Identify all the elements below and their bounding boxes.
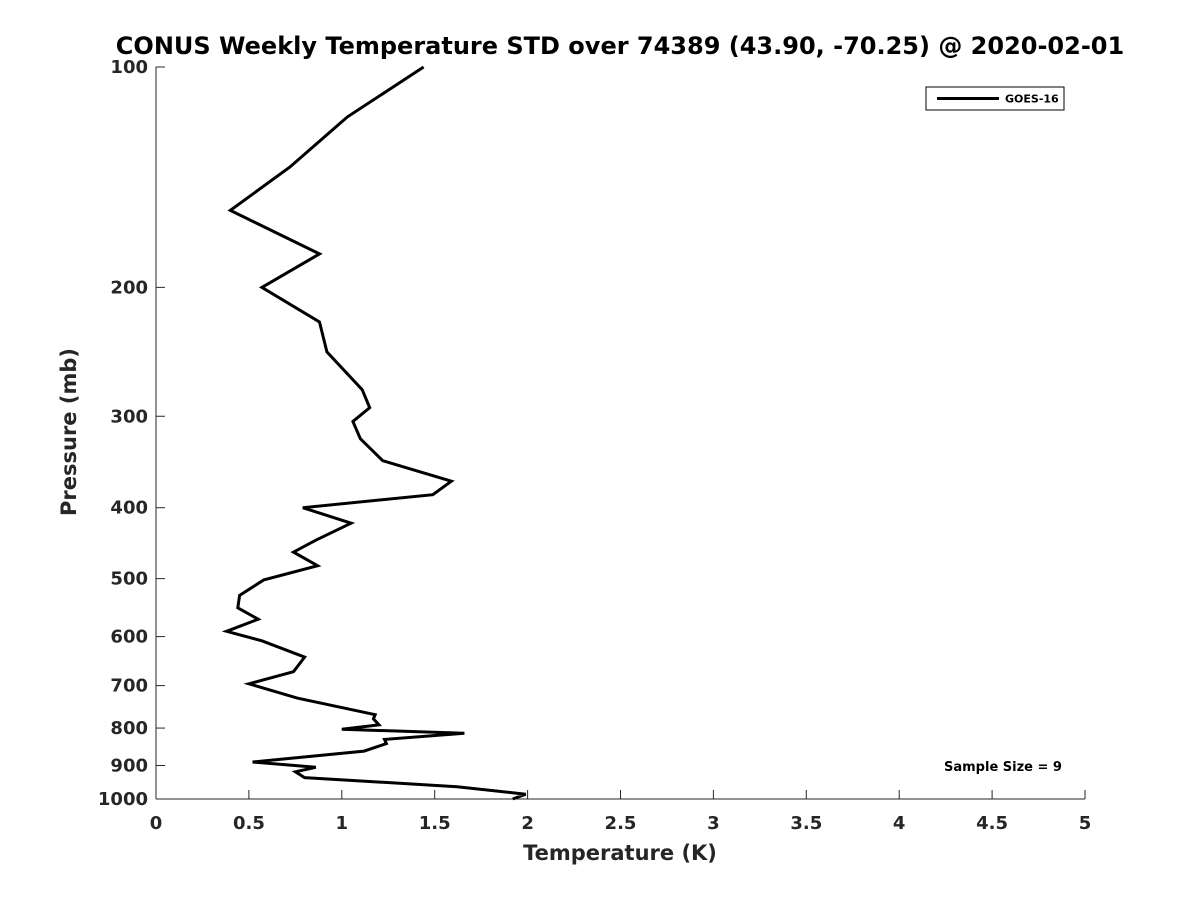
x-tick-label: 1.5 <box>419 813 451 834</box>
x-axis-label: Temperature (K) <box>523 841 717 865</box>
y-tick-label: 500 <box>110 569 148 590</box>
legend-label: GOES-16 <box>1005 93 1059 106</box>
x-tick-label: 0 <box>150 813 163 834</box>
x-tick-label: 0.5 <box>233 813 265 834</box>
y-axis: 100 200 300 400 500 600 700 800 900 1000 <box>98 57 165 810</box>
y-tick-label: 900 <box>110 756 148 777</box>
x-tick-label: 5 <box>1079 813 1092 834</box>
x-tick-label: 3 <box>707 813 720 834</box>
x-tick-label: 4.5 <box>976 813 1008 834</box>
x-tick-label: 2 <box>521 813 534 834</box>
y-tick-label: 200 <box>110 277 148 298</box>
y-axis-label: Pressure (mb) <box>57 348 81 516</box>
x-tick-label: 1 <box>336 813 349 834</box>
y-tick-label: 700 <box>110 676 148 697</box>
y-tick-label: 800 <box>110 718 148 739</box>
x-tick-label: 2.5 <box>605 813 637 834</box>
series-line-goes-16 <box>221 65 527 801</box>
y-tick-label: 100 <box>110 57 148 78</box>
legend: GOES-16 <box>925 86 1065 111</box>
y-tick-label: 600 <box>110 627 148 648</box>
x-tick-label: 4 <box>893 813 906 834</box>
y-tick-label: 400 <box>110 498 148 519</box>
y-tick-label: 1000 <box>98 789 148 810</box>
y-tick-label: 300 <box>110 406 148 427</box>
x-axis: 0 0.5 1 1.5 2 2.5 3 3.5 4 4.5 5 <box>150 790 1092 834</box>
sample-size-annotation: Sample Size = 9 <box>944 760 1062 775</box>
chart-title: CONUS Weekly Temperature STD over 74389 … <box>116 32 1124 60</box>
x-tick-label: 3.5 <box>790 813 822 834</box>
